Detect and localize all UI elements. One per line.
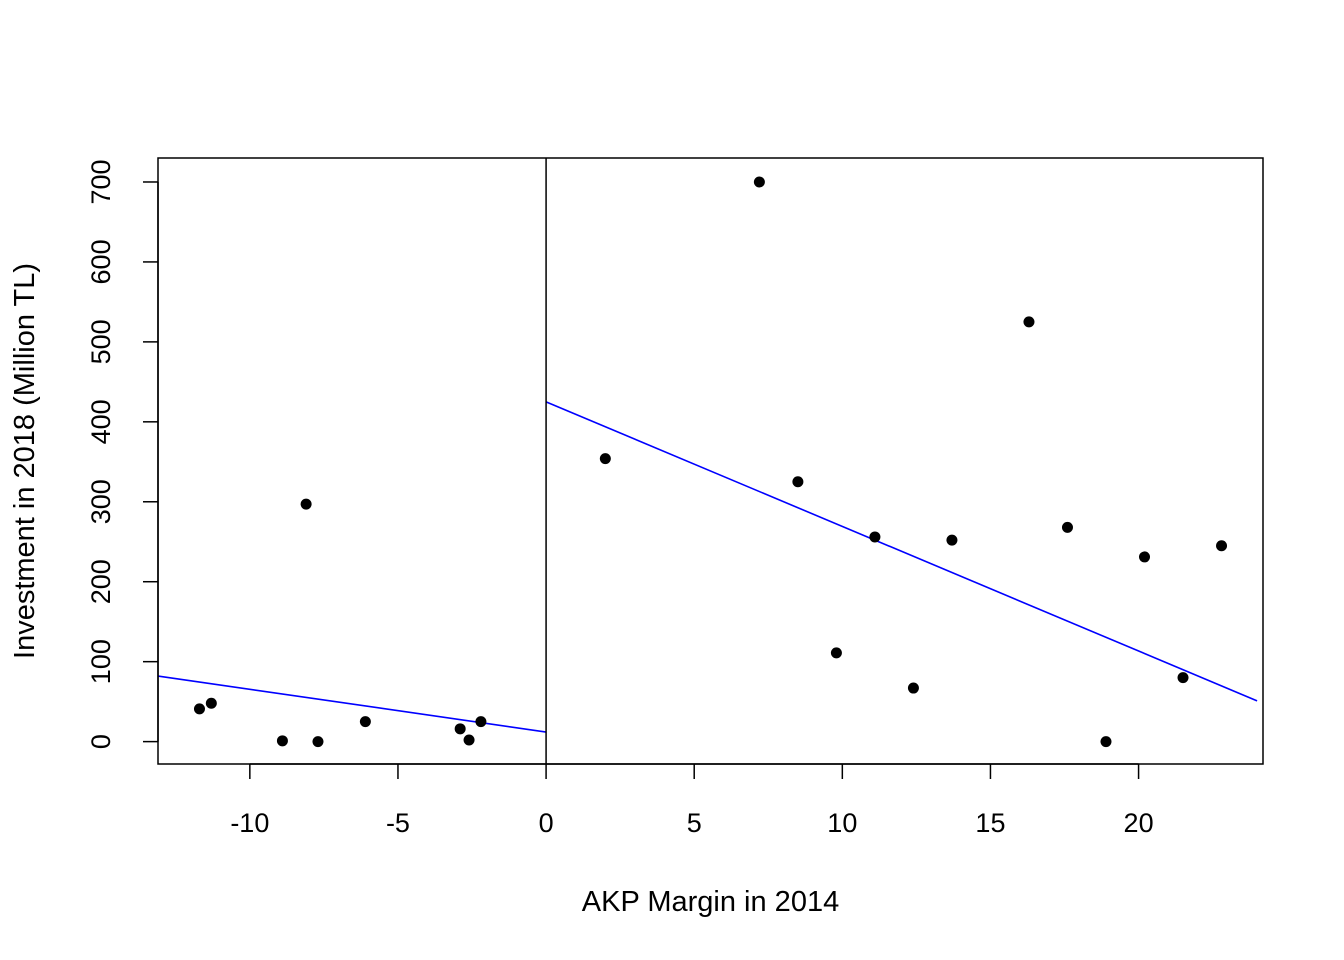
y-tick-label: 500 [86,319,116,364]
y-tick-label: 0 [86,734,116,749]
data-point [193,703,205,715]
y-tick-label: 300 [86,479,116,524]
y-tick-label: 400 [86,399,116,444]
data-point [463,734,475,746]
data-point [1061,521,1073,533]
y-tick-label: 600 [86,239,116,284]
y-axis-title: Investment in 2018 (Million TL) [9,263,41,659]
fit-line-right [545,401,1258,702]
x-tick-label: 0 [539,808,554,838]
y-tick-label: 700 [86,159,116,204]
y-axis: 0 100 200 300 400 500 600 700 [86,159,159,749]
data-point [830,647,842,659]
x-axis-title: AKP Margin in 2014 [582,886,839,918]
data-point [312,736,324,748]
data-point [946,534,958,546]
x-tick-label: -10 [230,808,269,838]
data-points [193,176,1228,748]
x-tick-label: 20 [1124,808,1154,838]
data-point [475,716,487,728]
plot-frame [157,157,1264,765]
fit-lines [157,401,1258,733]
data-point [1177,672,1189,684]
data-point [869,531,881,543]
data-point [1100,736,1112,748]
data-point [300,498,312,510]
data-point [205,697,217,709]
data-point [753,176,765,188]
x-tick-label: 15 [975,808,1005,838]
y-tick-label: 100 [86,639,116,684]
data-point [276,735,288,747]
x-tick-label: 5 [687,808,702,838]
y-tick-label: 200 [86,559,116,604]
data-point [359,716,371,728]
data-point [792,476,804,488]
x-axis: -10 -5 0 5 10 15 20 [230,763,1154,838]
x-tick-label: 10 [827,808,857,838]
data-point [907,682,919,694]
data-point [1216,540,1228,552]
x-tick-label: -5 [386,808,410,838]
data-point [599,453,611,465]
data-point [1023,316,1035,328]
data-point [1139,551,1151,563]
data-point [454,723,466,735]
